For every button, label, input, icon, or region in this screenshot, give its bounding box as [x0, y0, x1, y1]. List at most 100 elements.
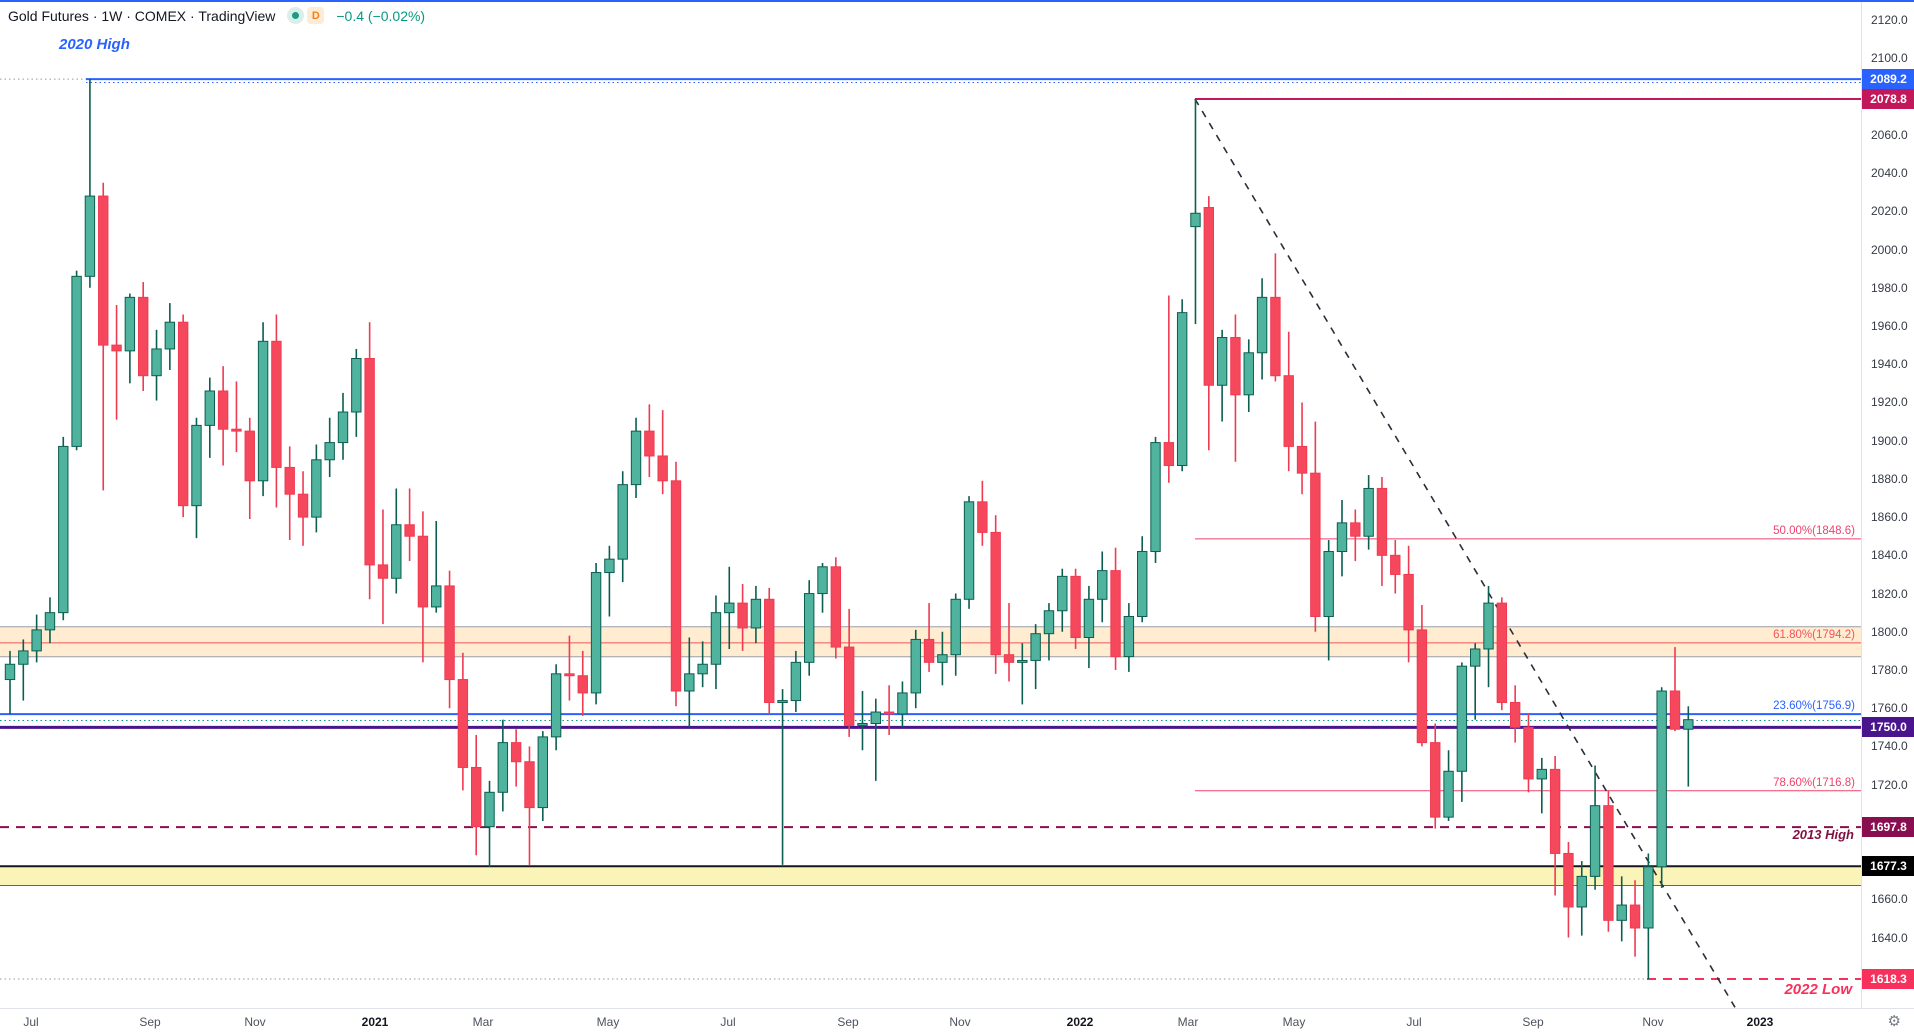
candle: [1536, 757, 1547, 814]
candle: [1083, 585, 1095, 669]
price-axis-tick: 2040.0: [1871, 166, 1908, 181]
candle: [1230, 314, 1241, 462]
candle: [817, 562, 828, 613]
candle: [1643, 853, 1654, 980]
annotation-2020-high[interactable]: 2020 High: [59, 36, 130, 53]
price-axis-tick: 1800.0: [1871, 624, 1908, 639]
price-axis-tick: 1780.0: [1871, 662, 1908, 677]
axis-settings-gear-icon[interactable]: ⚙: [1887, 1013, 1901, 1030]
fib-level-label: 78.60%(1716.8): [1773, 777, 1855, 789]
time-axis-month-tick: Nov: [244, 1015, 266, 1029]
candle: [1003, 603, 1015, 682]
candle: [724, 566, 735, 649]
candle: [1669, 647, 1681, 732]
price-axis-badge: 2089.2: [1862, 69, 1914, 90]
candle: [138, 282, 149, 391]
price-axis-tick: 2020.0: [1871, 204, 1908, 219]
candle: [1123, 603, 1135, 672]
candle: [617, 471, 628, 583]
candle: [950, 593, 961, 676]
candle: [857, 691, 868, 751]
time-axis-month-tick: Sep: [1522, 1015, 1544, 1029]
candle: [843, 608, 855, 737]
candle: [1523, 713, 1534, 793]
candle: [790, 650, 802, 713]
price-axis-tick: 1860.0: [1871, 510, 1908, 525]
candles-layer: [4, 79, 1694, 980]
candle: [311, 444, 322, 533]
candle: [910, 629, 921, 709]
candle: [1323, 540, 1334, 661]
candle: [1043, 603, 1055, 661]
candle: [1376, 476, 1388, 586]
candle: [1163, 295, 1175, 483]
price-axis-tick: 1640.0: [1871, 930, 1908, 945]
annotation-2022-low[interactable]: 2022 Low: [1784, 981, 1852, 998]
candle: [404, 488, 415, 562]
candle: [1097, 551, 1108, 623]
price-axis-badge: 1618.3: [1862, 969, 1914, 989]
candle: [391, 488, 402, 594]
candle: [71, 270, 82, 451]
candle: [1203, 196, 1214, 451]
candle: [484, 780, 495, 867]
candle: [1017, 643, 1028, 705]
candle: [1336, 499, 1348, 577]
fib-level-label: 23.60%(1756.9): [1773, 700, 1855, 712]
candle: [58, 436, 69, 621]
annotation-2013-high[interactable]: 2013 High: [1792, 827, 1854, 842]
candle: [1483, 585, 1494, 688]
time-axis-month-tick: May: [1282, 1015, 1306, 1029]
candle: [497, 719, 509, 812]
candle: [337, 392, 349, 460]
time-axis-month-tick: Jul: [23, 1015, 39, 1029]
candle: [657, 410, 668, 495]
candle: [1137, 536, 1148, 623]
price-axis-tick: 2120.0: [1871, 13, 1908, 28]
candle: [1629, 880, 1641, 957]
price-axis-badge: 2078.8: [1862, 88, 1914, 109]
price-axis-tick: 1980.0: [1871, 280, 1908, 295]
candle: [204, 377, 216, 458]
price-change: −0.4 (−0.02%): [336, 7, 426, 24]
symbol-title[interactable]: Gold Futures · 1W · COMEX · TradingView: [8, 7, 276, 24]
market-status-badge[interactable]: D: [287, 7, 325, 24]
candle: [84, 79, 96, 288]
time-axis-month-tick: Mar: [472, 1015, 494, 1029]
candle: [937, 631, 948, 686]
candle: [1616, 876, 1627, 942]
price-axis[interactable]: 2120.0 2100.0 2060.0 2040.0 2020.0 2000.0 1980…: [1861, 0, 1914, 1008]
price-axis-badge: 1697.8: [1862, 817, 1914, 838]
candle: [364, 322, 375, 600]
candle: [1656, 687, 1667, 888]
candle: [1350, 509, 1361, 562]
candle: [1110, 547, 1121, 670]
market-open-icon: [287, 7, 305, 24]
time-axis[interactable]: Jul Sep Nov 2021 Mar May Jul Sep Nov 2022 Mar May Ju…: [0, 1008, 1914, 1034]
candle: [644, 404, 655, 477]
candle: [231, 381, 242, 453]
candle: [1589, 765, 1601, 890]
candle: [897, 681, 908, 728]
price-axis-tick: 1900.0: [1871, 433, 1908, 448]
candle: [1070, 568, 1081, 649]
candle: [990, 515, 1001, 674]
time-axis-month-tick: Mar: [1177, 1015, 1199, 1029]
candle: [4, 650, 16, 714]
window-active-border: [0, 0, 1914, 2]
candle: [1390, 540, 1401, 594]
candle: [1057, 568, 1068, 632]
candle: [1256, 278, 1268, 380]
candle: [1456, 662, 1468, 802]
candle: [284, 446, 295, 541]
price-axis-tick: 1940.0: [1871, 357, 1908, 372]
candle: [351, 348, 362, 437]
price-axis-tick: 1660.0: [1871, 892, 1908, 907]
candle: [377, 509, 389, 625]
candle: [1030, 624, 1041, 690]
price-axis-tick: 1820.0: [1871, 586, 1908, 601]
price-axis-badge: 1750.0: [1862, 717, 1914, 738]
candle: [177, 314, 189, 518]
